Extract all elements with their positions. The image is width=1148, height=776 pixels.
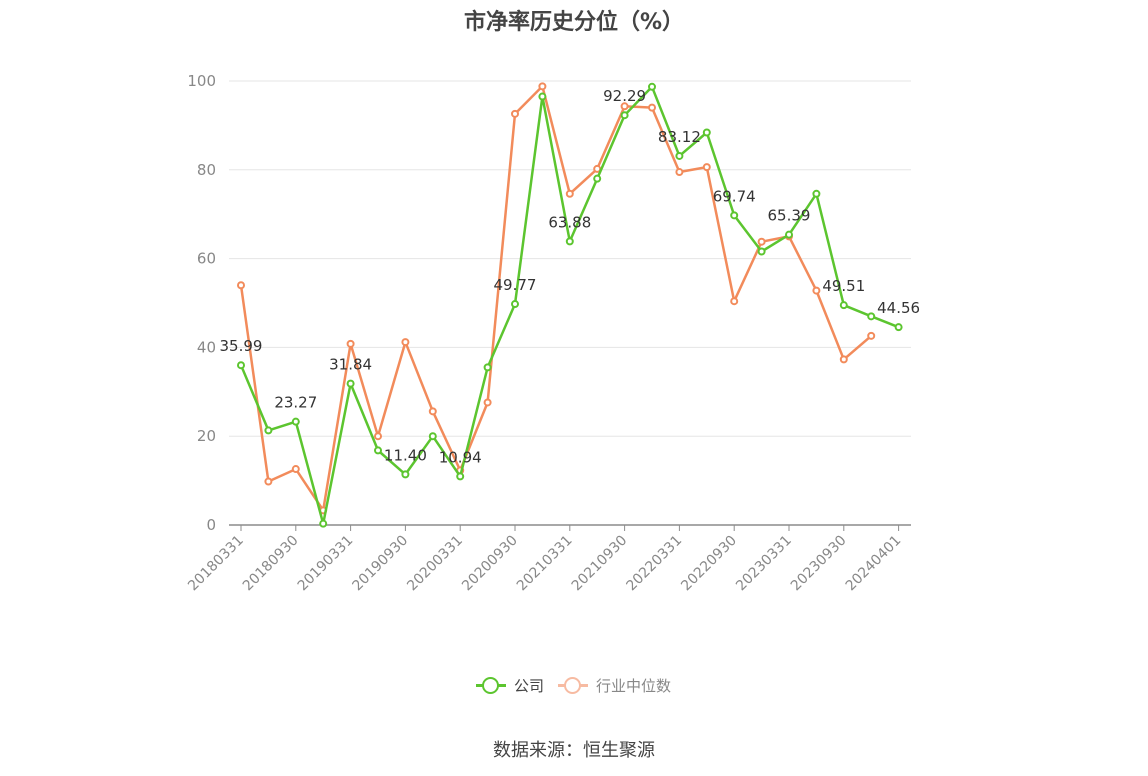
point-company: [867, 312, 876, 321]
data-label: 83.12: [658, 128, 701, 146]
axis-layer: 0 20 40 60 80 100 2018033120180930201903312019…: [185, 72, 911, 594]
data-label: 49.51: [822, 277, 865, 295]
point-industry: [264, 477, 273, 486]
y-tick-label: 40: [197, 338, 216, 356]
point-company: [593, 174, 602, 183]
data-label: 10.94: [439, 448, 482, 466]
data-label: 49.77: [494, 276, 537, 294]
legend-swatch-company-icon: [476, 677, 506, 694]
point-industry: [702, 163, 711, 172]
series-line-industry: [239, 85, 873, 512]
x-tick-label: 20190331: [295, 533, 357, 595]
point-industry: [620, 102, 629, 111]
point-company: [291, 417, 300, 426]
point-company: [319, 519, 328, 528]
series-layer: [237, 82, 903, 528]
point-company: [648, 82, 656, 91]
x-tick-label: 20220930: [678, 533, 740, 595]
point-industry: [428, 407, 437, 416]
point-company: [730, 211, 739, 220]
data-label: 69.74: [713, 187, 756, 205]
legend-swatch-industry-icon: [558, 677, 589, 694]
point-company: [511, 300, 519, 309]
legend: 公司 行业中位数: [476, 672, 685, 698]
x-tick-label: 20200930: [459, 533, 521, 595]
data-label: 11.40: [384, 446, 427, 464]
point-industry: [839, 355, 848, 364]
data-label: 23.27: [274, 394, 317, 412]
point-company: [757, 247, 766, 256]
point-company: [839, 301, 848, 310]
x-tick-label: 20180331: [185, 533, 247, 595]
point-company: [894, 323, 903, 332]
x-tick-label: 20180930: [240, 533, 302, 595]
y-tick-label: 60: [197, 250, 216, 268]
point-company: [456, 472, 465, 481]
x-tick-label: 20210930: [569, 533, 631, 595]
data-label: 35.99: [220, 337, 263, 355]
point-industry: [675, 168, 684, 177]
chart-title: 市净率历史分位（%）: [463, 10, 685, 35]
x-tick-label: 20190930: [350, 533, 412, 595]
x-tick-label: 20230930: [788, 533, 850, 595]
point-industry: [346, 339, 355, 348]
point-company: [675, 151, 684, 160]
data-label: 31.84: [329, 356, 372, 374]
data-label: 44.56: [877, 299, 920, 317]
point-company: [565, 237, 574, 246]
y-tick-label: 20: [197, 427, 216, 445]
y-tick-label: 0: [206, 516, 216, 534]
point-company: [346, 379, 355, 388]
point-industry: [538, 82, 547, 91]
legend-item-industry[interactable]: 行业中位数: [558, 675, 671, 696]
point-company: [702, 128, 711, 137]
point-industry: [757, 237, 766, 246]
point-industry: [730, 297, 739, 306]
point-industry: [374, 432, 382, 441]
point-industry: [483, 398, 492, 407]
point-company: [401, 470, 410, 479]
point-company: [785, 230, 793, 239]
point-company: [264, 426, 273, 435]
y-tick-label: 100: [187, 72, 216, 90]
point-company: [374, 446, 382, 455]
point-industry: [237, 281, 245, 290]
data-label: 65.39: [768, 207, 811, 225]
data-label: 63.88: [548, 213, 591, 231]
x-tick-label: 20220331: [624, 533, 686, 595]
point-industry: [565, 189, 574, 198]
point-company: [538, 92, 547, 101]
series-line-company: [239, 85, 900, 525]
point-industry: [867, 331, 876, 340]
line-chart: 0 20 40 60 80 100 2018033120180930201903312019…: [185, 72, 921, 594]
point-company: [620, 111, 629, 120]
point-industry: [401, 338, 410, 347]
point-company: [812, 189, 821, 198]
grid-layer: [229, 80, 911, 437]
x-tick-label: 20230331: [733, 533, 795, 595]
x-tick-label: 20210331: [514, 533, 576, 595]
label-layer: 35.99 23.27 31.84 11.40 10.94 49.77 63.88 92.29…: [220, 87, 921, 466]
y-tick-label: 80: [197, 161, 216, 179]
point-company: [428, 432, 437, 441]
point-company: [483, 363, 492, 372]
point-industry: [511, 109, 519, 118]
legend-label-industry: 行业中位数: [596, 676, 672, 695]
data-source: 数据来源：恒生聚源: [493, 740, 655, 761]
point-industry: [648, 103, 656, 112]
legend-item-company[interactable]: 公司: [476, 675, 544, 696]
x-tick-label: 20240401: [843, 533, 905, 595]
legend-label-company: 公司: [514, 676, 545, 695]
point-company: [237, 361, 245, 370]
data-label: 92.29: [603, 87, 646, 105]
x-tick-label: 20200331: [404, 533, 466, 595]
point-industry: [812, 286, 821, 295]
point-industry: [291, 465, 300, 474]
